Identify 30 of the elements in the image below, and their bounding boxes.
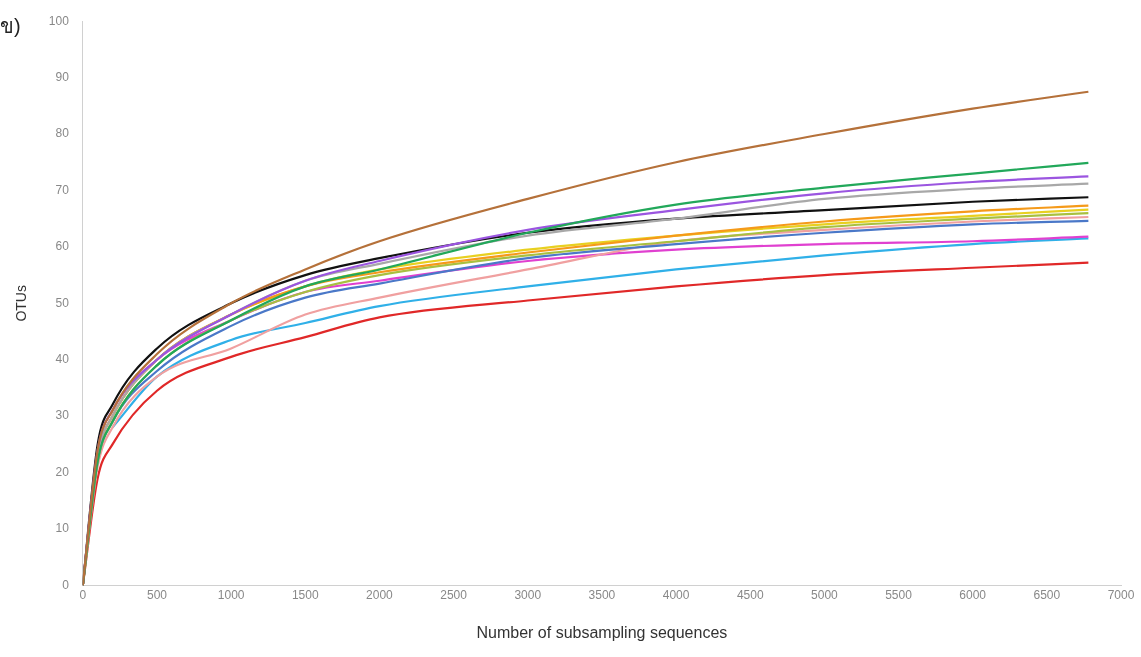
y-tick-label: 30 [55, 408, 70, 423]
y-tick-label: 40 [55, 352, 70, 367]
y-tick-label: 90 [55, 69, 70, 84]
y-tick-label: 0 [62, 577, 70, 592]
x-tick-label: 4500 [736, 587, 764, 602]
y-tick-label: 100 [48, 13, 70, 28]
x-tick-label: 7000 [1107, 587, 1135, 602]
y-tick-label: 60 [55, 239, 70, 254]
x-tick-label: 5500 [885, 587, 913, 602]
x-tick-label: 2500 [440, 587, 468, 602]
x-tick-label: 1000 [217, 587, 245, 602]
x-tick-label: 3500 [588, 587, 616, 602]
x-tick-label: 4000 [662, 587, 690, 602]
text: ข) [0, 14, 21, 39]
x-tick-label: 5000 [811, 587, 839, 602]
y-tick-label: 20 [55, 464, 70, 479]
x-tick-label: 2000 [366, 587, 394, 602]
x-tick-label: 6000 [959, 587, 987, 602]
x-tick-label: 500 [146, 587, 168, 602]
x-tick-label: 0 [79, 587, 87, 602]
line-series [111, 237, 1090, 429]
x-tick-label: 3000 [514, 587, 542, 602]
y-tick-label: 70 [55, 182, 70, 197]
y-axis-title: OTUs [13, 285, 30, 322]
y-tick-label: 10 [55, 521, 70, 536]
x-tick-label: 1500 [291, 587, 319, 602]
y-tick-label: 80 [55, 126, 70, 141]
x-axis-title: Number of subsampling sequences [476, 623, 728, 641]
y-tick-label: 50 [55, 295, 70, 310]
x-tick-label: 6500 [1033, 587, 1061, 602]
